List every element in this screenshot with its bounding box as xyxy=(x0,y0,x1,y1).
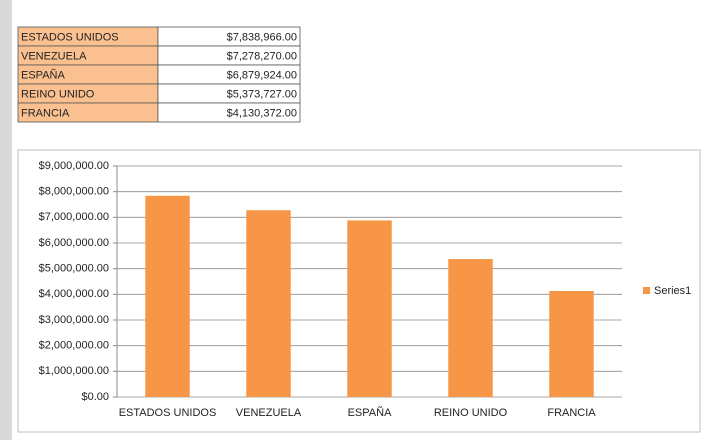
table-text: ESPAÑA xyxy=(21,68,65,81)
x-tick-label: ESPAÑA xyxy=(348,406,392,419)
legend-swatch xyxy=(643,287,650,294)
bar xyxy=(347,220,392,397)
table-text: REINO UNIDO xyxy=(21,88,95,100)
bar xyxy=(145,195,190,397)
y-tick-label: $9,000,000.00 xyxy=(39,160,109,172)
x-tick-label: REINO UNIDO xyxy=(434,407,508,419)
window-edge xyxy=(0,0,12,440)
y-tick-label: $6,000,000.00 xyxy=(39,237,109,249)
y-tick-label: $5,000,000.00 xyxy=(39,263,109,275)
bar xyxy=(246,210,291,397)
bar xyxy=(549,290,594,397)
table-text: VENEZUELA xyxy=(21,50,87,62)
y-tick-label: $2,000,000.00 xyxy=(39,340,109,352)
table-text: $6,879,924.00 xyxy=(227,69,297,81)
y-tick-label: $7,000,000.00 xyxy=(39,211,109,223)
table-text: FRANCIA xyxy=(21,107,70,119)
y-tick-label: $8,000,000.00 xyxy=(39,186,109,198)
x-tick-label: ESTADOS UNIDOS xyxy=(119,407,217,419)
x-tick-label: VENEZUELA xyxy=(236,407,302,419)
x-tick-label: FRANCIA xyxy=(547,407,596,419)
y-tick-label: $4,000,000.00 xyxy=(39,288,109,300)
table-cell xyxy=(157,102,301,123)
table-text: $5,373,727.00 xyxy=(227,88,297,100)
table-text: $4,130,372.00 xyxy=(227,107,297,119)
y-tick-label: $1,000,000.00 xyxy=(39,365,109,377)
table-text: $7,278,270.00 xyxy=(227,50,297,62)
table-text: ESTADOS UNIDOS xyxy=(21,31,119,43)
legend-label: Series1 xyxy=(654,285,691,297)
y-tick-label: $0.00 xyxy=(81,391,109,403)
y-tick-label: $3,000,000.00 xyxy=(39,314,109,326)
bar xyxy=(448,259,493,397)
table-text: $7,838,966.00 xyxy=(227,31,297,43)
